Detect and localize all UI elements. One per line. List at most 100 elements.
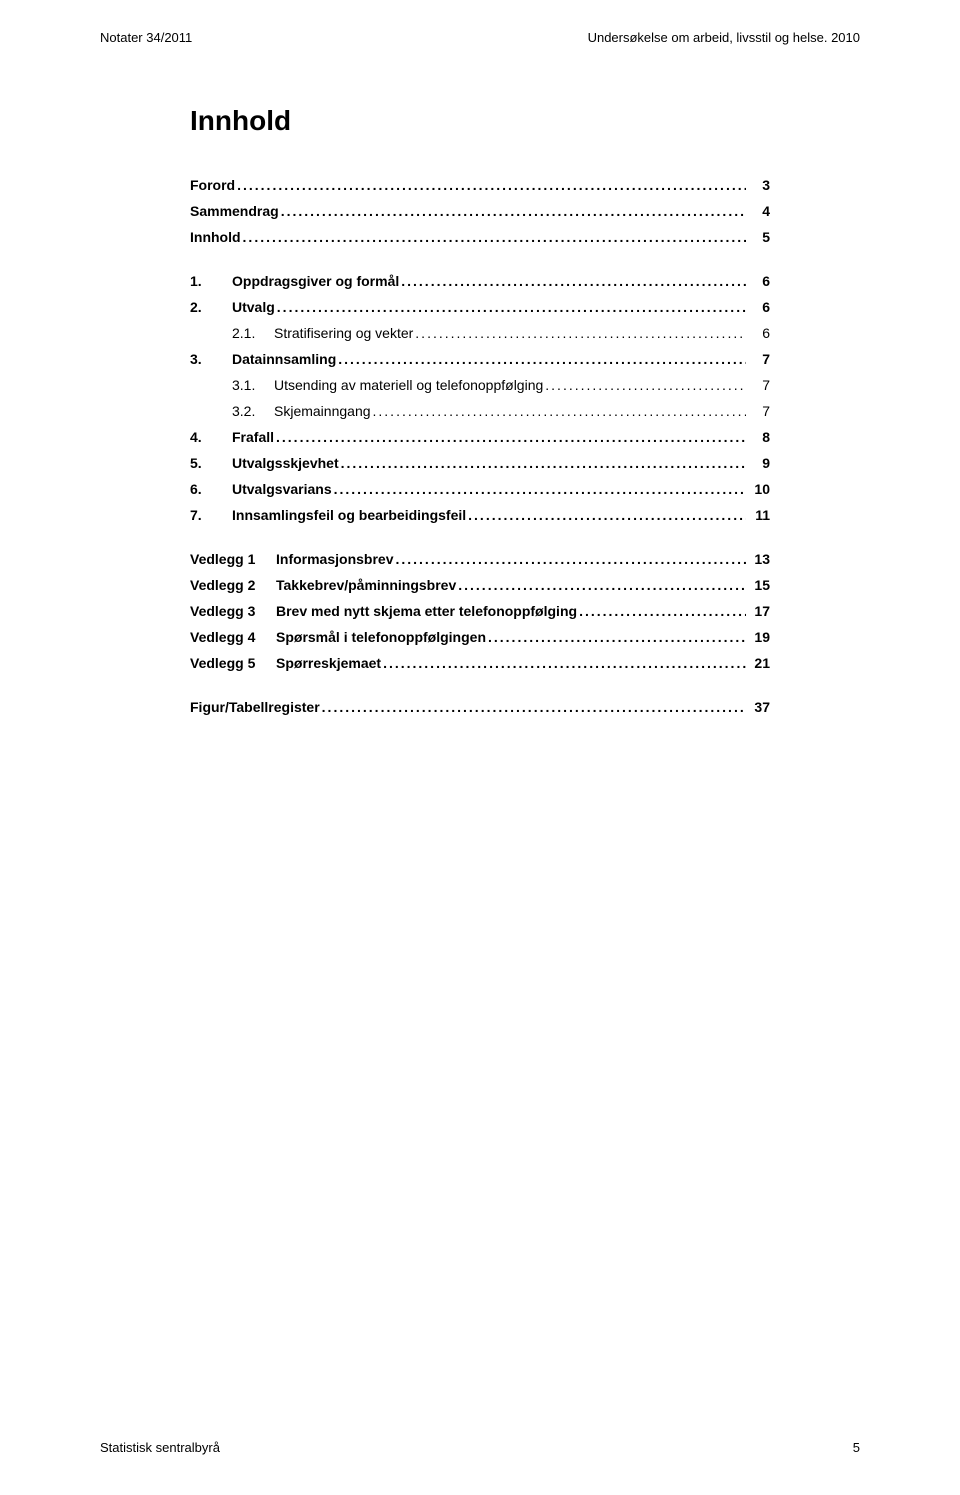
- toc-row: 6.Utvalgsvarians 10: [190, 481, 770, 497]
- toc-label: Spørreskjemaet: [276, 655, 381, 671]
- toc-page: 7: [746, 403, 770, 419]
- toc-page: 21: [746, 655, 770, 671]
- header-left: Notater 34/2011: [100, 30, 192, 45]
- toc-label: Innsamlingsfeil og bearbeidingsfeil: [232, 507, 466, 523]
- toc-page: 4: [746, 203, 770, 219]
- toc-number: 2.: [190, 299, 232, 315]
- toc-intro-group: Forord 3 Sammendrag 4 Innhold 5: [190, 177, 770, 245]
- toc-number: Vedlegg 5: [190, 655, 276, 671]
- toc-label: Stratifisering og vekter: [274, 325, 413, 341]
- toc-row: 3.2.Skjemainngang 7: [190, 403, 770, 419]
- toc-leader-dots: [241, 229, 746, 245]
- footer-page-number: 5: [853, 1440, 860, 1455]
- toc-row: 2.Utvalg 6: [190, 299, 770, 315]
- page-footer: Statistisk sentralbyrå 5: [0, 1440, 960, 1455]
- toc-main-group: 1.Oppdragsgiver og formål62.Utvalg62.1.S…: [190, 273, 770, 523]
- toc-leader-dots: [274, 429, 746, 445]
- toc-row: 7.Innsamlingsfeil og bearbeidingsfeil 11: [190, 507, 770, 523]
- toc-label: Spørsmål i telefonoppfølgingen: [276, 629, 486, 645]
- toc-number: 3.: [190, 351, 232, 367]
- toc-label: Utvalg: [232, 299, 275, 315]
- toc-label: Frafall: [232, 429, 274, 445]
- toc-number: 5.: [190, 455, 232, 471]
- toc-label: Skjemainngang: [274, 403, 371, 419]
- toc-row: Vedlegg 5Spørreskjemaet 21: [190, 655, 770, 671]
- toc-label: Figur/Tabellregister: [190, 699, 320, 715]
- toc-page: 10: [746, 481, 770, 497]
- toc-leader-dots: [393, 551, 746, 567]
- toc-row: Forord 3: [190, 177, 770, 193]
- toc-page: 19: [746, 629, 770, 645]
- toc-leader-dots: [577, 603, 746, 619]
- toc-leader-dots: [466, 507, 746, 523]
- toc-end-group: Figur/Tabellregister 37: [190, 699, 770, 715]
- toc-label: Utvalgsskjevhet: [232, 455, 339, 471]
- toc-label: Forord: [190, 177, 235, 193]
- toc-page: 3: [746, 177, 770, 193]
- header-right: Undersøkelse om arbeid, livsstil og hels…: [588, 30, 860, 45]
- toc-label: Informasjonsbrev: [276, 551, 393, 567]
- toc-page: 5: [746, 229, 770, 245]
- toc-row: Vedlegg 2Takkebrev/påminningsbrev 15: [190, 577, 770, 593]
- footer-left: Statistisk sentralbyrå: [100, 1440, 220, 1455]
- toc-number: 4.: [190, 429, 232, 445]
- page-title: Innhold: [190, 105, 770, 137]
- toc-leader-dots: [320, 699, 746, 715]
- toc-leader-dots: [399, 273, 746, 289]
- toc-vedlegg-group: Vedlegg 1Informasjonsbrev 13 Vedlegg 2Takk…: [190, 551, 770, 671]
- toc-number: Vedlegg 3: [190, 603, 276, 619]
- toc-number: 1.: [190, 273, 232, 289]
- toc-label: Takkebrev/påminningsbrev: [276, 577, 456, 593]
- toc-page: 8: [746, 429, 770, 445]
- toc-page: 13: [746, 551, 770, 567]
- toc-label: Oppdragsgiver og formål: [232, 273, 399, 289]
- toc-row: Vedlegg 3Brev med nytt skjema etter tele…: [190, 603, 770, 619]
- toc-row: 1.Oppdragsgiver og formål 6: [190, 273, 770, 289]
- toc-leader-dots: [381, 655, 746, 671]
- toc-row: Vedlegg 1Informasjonsbrev 13: [190, 551, 770, 567]
- toc-number: 7.: [190, 507, 232, 523]
- toc-leader-dots: [456, 577, 746, 593]
- toc-leader-dots: [336, 351, 746, 367]
- toc-row: Innhold 5: [190, 229, 770, 245]
- toc-number: Vedlegg 4: [190, 629, 276, 645]
- toc-label: Utsending av materiell og telefonoppfølg…: [274, 377, 543, 393]
- toc-leader-dots: [371, 403, 746, 419]
- toc-leader-dots: [413, 325, 746, 341]
- toc-page: 7: [746, 377, 770, 393]
- toc-row: Vedlegg 4Spørsmål i telefonoppfølgingen 1…: [190, 629, 770, 645]
- toc-row: 2.1.Stratifisering og vekter6: [190, 325, 770, 341]
- toc-leader-dots: [543, 377, 746, 393]
- toc-label: Utvalgsvarians: [232, 481, 332, 497]
- toc-row: 3.Datainnsamling 7: [190, 351, 770, 367]
- toc-page: 37: [746, 699, 770, 715]
- toc-row: Sammendrag 4: [190, 203, 770, 219]
- toc-leader-dots: [279, 203, 746, 219]
- toc-leader-dots: [339, 455, 746, 471]
- toc-page: 17: [746, 603, 770, 619]
- toc-row: 5.Utvalgsskjevhet 9: [190, 455, 770, 471]
- toc-number: 3.2.: [232, 403, 274, 419]
- toc-label: Brev med nytt skjema etter telefonoppføl…: [276, 603, 577, 619]
- toc-number: 3.1.: [232, 377, 274, 393]
- toc-row: Figur/Tabellregister 37: [190, 699, 770, 715]
- toc-label: Sammendrag: [190, 203, 279, 219]
- toc-page: 9: [746, 455, 770, 471]
- toc-page: 11: [746, 507, 770, 523]
- content-area: Innhold Forord 3 Sammendrag 4 Innhold 5 1.Opp…: [0, 45, 960, 715]
- toc-leader-dots: [486, 629, 746, 645]
- toc-number: 6.: [190, 481, 232, 497]
- toc-number: Vedlegg 1: [190, 551, 276, 567]
- toc-leader-dots: [275, 299, 746, 315]
- toc-number: Vedlegg 2: [190, 577, 276, 593]
- page-header: Notater 34/2011 Undersøkelse om arbeid, …: [0, 0, 960, 45]
- toc-page: 6: [746, 273, 770, 289]
- toc-page: 6: [746, 299, 770, 315]
- toc-page: 15: [746, 577, 770, 593]
- toc-row: 4.Frafall 8: [190, 429, 770, 445]
- toc-leader-dots: [235, 177, 746, 193]
- toc-number: 2.1.: [232, 325, 274, 341]
- toc-page: 7: [746, 351, 770, 367]
- toc-label: Innhold: [190, 229, 241, 245]
- toc-label: Datainnsamling: [232, 351, 336, 367]
